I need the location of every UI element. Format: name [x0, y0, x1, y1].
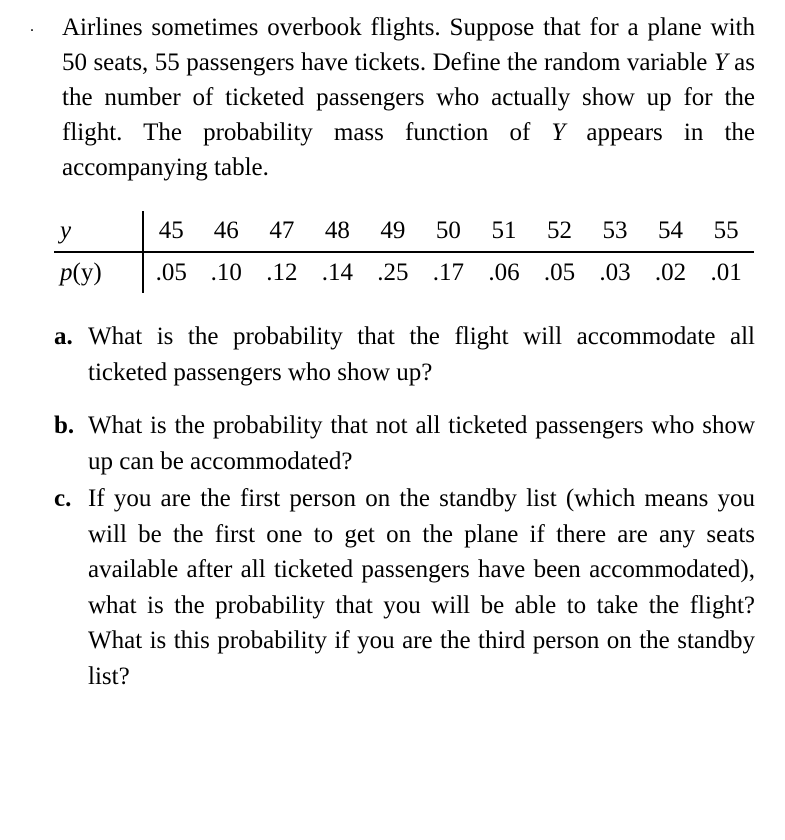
- bullet-dot: .: [30, 16, 34, 38]
- page: . Airlines sometimes overbook flights. S…: [0, 0, 785, 840]
- p-val: .05: [532, 252, 588, 293]
- p-val: .02: [643, 252, 699, 293]
- y-val: 49: [365, 211, 421, 252]
- row-header-py: p(y): [54, 252, 143, 293]
- marker-b: b.: [54, 408, 74, 444]
- p-val: .01: [698, 252, 754, 293]
- y-val: 54: [643, 211, 699, 252]
- y-val: 52: [532, 211, 588, 252]
- pmf-table-wrap: y 45 46 47 48 49 50 51 52 53 54 55 p(y) …: [54, 211, 755, 293]
- p-val: .05: [143, 252, 199, 293]
- question-c: c. If you are the first person on the st…: [30, 481, 755, 694]
- p-val: .12: [254, 252, 310, 293]
- questions: a. What is the probability that the flig…: [30, 319, 755, 694]
- p-val: .14: [310, 252, 366, 293]
- y-val: 50: [421, 211, 477, 252]
- question-a: a. What is the probability that the flig…: [30, 319, 755, 390]
- y-val: 47: [254, 211, 310, 252]
- y-val: 51: [476, 211, 532, 252]
- p-val: .10: [199, 252, 255, 293]
- question-b-text: What is the probability that not all tic…: [88, 412, 755, 475]
- y-val: 55: [698, 211, 754, 252]
- problem-intro: . Airlines sometimes overbook flights. S…: [30, 10, 755, 185]
- y-val: 46: [199, 211, 255, 252]
- question-a-text: What is the probability that the flight …: [88, 323, 755, 386]
- p-val: .17: [421, 252, 477, 293]
- variable-y-2: Y: [551, 119, 565, 146]
- marker-c: c.: [54, 481, 71, 517]
- table-row: p(y) .05 .10 .12 .14 .25 .17 .06 .05 .03…: [54, 252, 754, 293]
- p-italic: p: [60, 259, 73, 286]
- y-val: 53: [587, 211, 643, 252]
- p-val: .06: [476, 252, 532, 293]
- question-b: b. What is the probability that not all …: [30, 408, 755, 479]
- question-c-text: If you are the first person on the stand…: [88, 485, 755, 690]
- p-val: .03: [587, 252, 643, 293]
- row-header-y: y: [54, 211, 143, 252]
- variable-y: Y: [714, 49, 728, 76]
- marker-a: a.: [54, 319, 73, 355]
- p-val: .25: [365, 252, 421, 293]
- table-row: y 45 46 47 48 49 50 51 52 53 54 55: [54, 211, 754, 252]
- p-arg: (y): [73, 259, 102, 286]
- y-val: 45: [143, 211, 199, 252]
- y-val: 48: [310, 211, 366, 252]
- pmf-table: y 45 46 47 48 49 50 51 52 53 54 55 p(y) …: [54, 211, 754, 293]
- intro-text-pre: Airlines sometimes overbook flights. Sup…: [62, 14, 755, 76]
